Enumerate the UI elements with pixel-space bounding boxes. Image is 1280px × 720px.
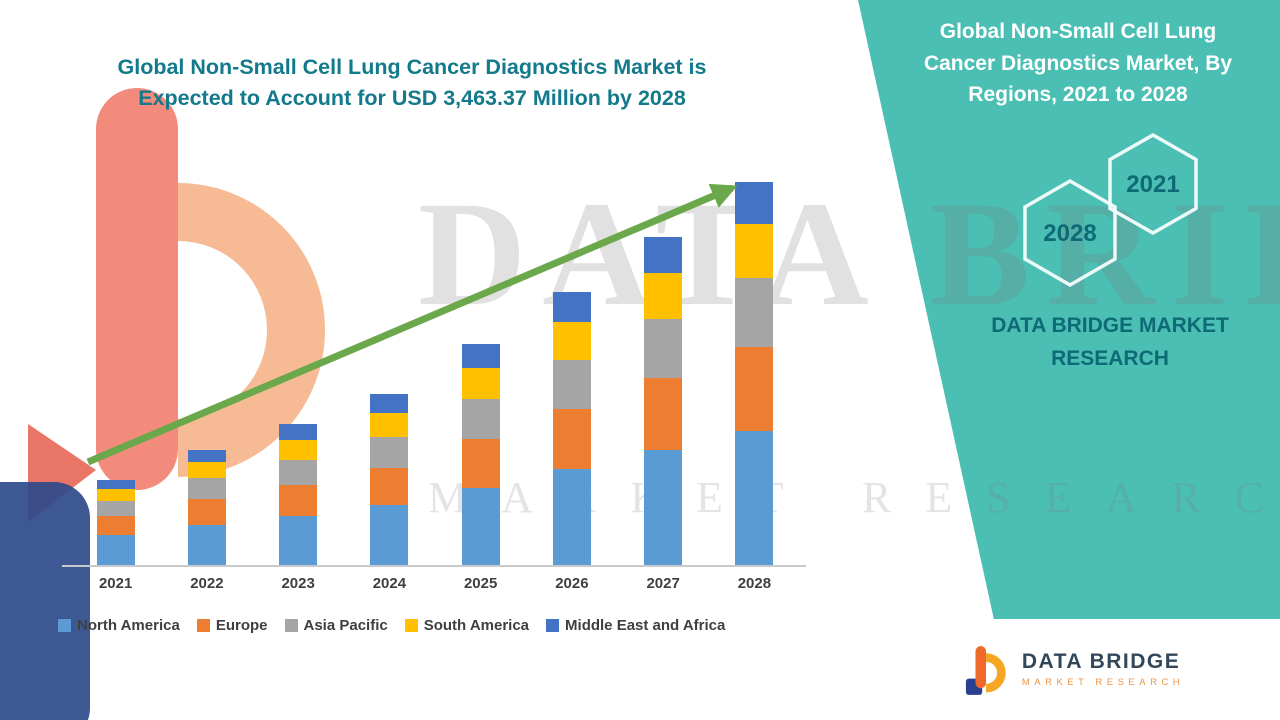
bar-segment-2024-europe <box>370 467 409 506</box>
plot-area <box>70 178 800 565</box>
bar-segment-2026-asia-pacific <box>552 360 591 410</box>
x-label-2026: 2026 <box>555 575 589 592</box>
bar-segment-2028-north-america <box>735 431 774 565</box>
logo-card-tagline: MARKET RESEARCH <box>1021 676 1185 688</box>
legend-swatch <box>404 619 418 632</box>
bar-segment-2028-asia-pacific <box>735 278 774 347</box>
x-label-2027: 2027 <box>646 575 680 592</box>
bar-segment-2021-europe <box>96 516 135 536</box>
bar-2026 <box>552 291 591 565</box>
bar-segment-2024-north-america <box>370 505 409 565</box>
bar-2023 <box>279 424 318 565</box>
bar-segment-2026-north-america <box>552 469 591 565</box>
bar-segment-2023-south-america <box>279 439 318 460</box>
logo-card-texts: DATA BRIDGE MARKET RESEARCH <box>1022 650 1184 688</box>
bar-segment-2024-asia-pacific <box>370 437 409 468</box>
legend-item-asia-pacific: Asia Pacific <box>284 617 388 634</box>
bar-segment-2022-europe <box>187 499 226 525</box>
bar-segment-2025-europe <box>461 438 500 488</box>
bar-segment-2027-middle-east-and-africa <box>644 236 683 273</box>
bar-segment-2025-middle-east-and-africa <box>461 344 500 369</box>
bar-segment-2024-middle-east-and-africa <box>370 394 409 414</box>
bar-segment-2026-europe <box>552 409 591 470</box>
hexagon-2028-label: 2028 <box>1043 220 1096 247</box>
legend-swatch <box>58 619 71 632</box>
bar-segment-2027-north-america <box>644 450 683 565</box>
bar-segment-2028-south-america <box>735 224 774 279</box>
legend-item-middle-east-and-africa: Middle East and Africa <box>546 617 725 634</box>
bar-segment-2022-south-america <box>187 462 226 479</box>
logo-card-brand: DATA BRIDGE <box>1021 650 1181 674</box>
bar-segment-2021-middle-east-and-africa <box>96 479 135 489</box>
legend-swatch <box>196 619 210 632</box>
bar-segment-2028-europe <box>735 346 774 432</box>
legend-label: South America <box>423 617 530 634</box>
bar-2027 <box>644 236 683 565</box>
bar-segment-2021-north-america <box>96 535 135 565</box>
bar-segment-2022-middle-east-and-africa <box>187 449 226 463</box>
x-label-2025: 2025 <box>463 575 498 592</box>
legend-item-europe: Europe <box>196 617 268 634</box>
legend-item-north-america: North America <box>58 617 180 634</box>
bar-segment-2027-south-america <box>644 272 683 319</box>
bar-2025 <box>461 344 500 565</box>
chart-legend: North America Europe Asia Pacific South Ame… <box>58 617 838 634</box>
bar-segment-2025-asia-pacific <box>461 399 500 439</box>
logo-card: DATA BRIDGE MARKET RESEARCH <box>868 619 1280 720</box>
legend-swatch <box>546 619 560 632</box>
dbmr-logo-icon <box>965 645 1006 695</box>
legend-label: North America <box>77 617 180 634</box>
x-axis-labels: 2021 2022 2023 2024 2025 2026 2027 2028 <box>70 575 800 592</box>
x-label-2022: 2022 <box>190 575 224 592</box>
side-panel-heading: Global Non-Small Cell Lung Cancer Diagno… <box>923 20 1233 106</box>
bar-2022 <box>187 449 226 565</box>
bar-2021 <box>96 479 135 565</box>
hexagon-2021-label: 2021 <box>1126 171 1179 198</box>
bar-segment-2023-europe <box>279 484 318 516</box>
chart-title: Global Non-Small Cell Lung Cancer Diagno… <box>117 55 707 111</box>
legend-swatch <box>284 619 298 632</box>
x-label-2024: 2024 <box>372 575 407 592</box>
legend-item-south-america: South America <box>404 617 530 634</box>
bar-segment-2026-south-america <box>552 321 591 361</box>
year-hexagons: 2028 2021 <box>1023 132 1198 288</box>
bar-segment-2027-asia-pacific <box>644 318 683 378</box>
bar-2028 <box>735 182 774 565</box>
legend-label: Middle East and Africa <box>565 617 726 634</box>
bar-segment-2028-middle-east-and-africa <box>735 182 774 225</box>
legend-label: Europe <box>215 617 268 634</box>
hexagon-2021 <box>1108 132 1198 236</box>
bar-segment-2023-asia-pacific <box>279 459 318 485</box>
bar-segment-2024-south-america <box>370 413 409 438</box>
side-panel-brand-text: DATA BRIDGE MARKET RESEARCH <box>991 314 1229 370</box>
x-label-2021: 2021 <box>98 575 133 592</box>
bar-segment-2025-south-america <box>461 368 500 400</box>
bar-segment-2025-north-america <box>461 487 500 565</box>
bar-segment-2023-middle-east-and-africa <box>279 424 318 440</box>
logo-navy-block <box>0 482 90 720</box>
bar-2024 <box>370 394 409 565</box>
x-label-2028: 2028 <box>737 575 772 592</box>
bar-segment-2027-europe <box>644 377 683 450</box>
x-axis-line <box>62 565 806 567</box>
bar-segment-2022-asia-pacific <box>187 478 226 500</box>
bar-segment-2026-middle-east-and-africa <box>552 291 591 322</box>
bar-segment-2023-north-america <box>279 515 318 565</box>
x-label-2023: 2023 <box>281 575 315 592</box>
legend-label: Asia Pacific <box>303 617 388 634</box>
bar-segment-2021-asia-pacific <box>96 500 135 517</box>
bar-segment-2022-north-america <box>187 524 226 565</box>
bar-segment-2021-south-america <box>96 488 135 501</box>
hexagon-2028 <box>1023 178 1117 288</box>
